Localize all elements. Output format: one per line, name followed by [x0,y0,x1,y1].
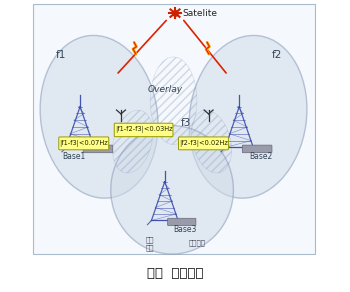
Text: |f1-f3|<0.07Hz: |f1-f3|<0.07Hz [60,140,108,147]
Ellipse shape [40,35,158,198]
Text: f3: f3 [181,118,191,128]
Text: Overlay: Overlay [147,85,182,94]
Text: 系统门户: 系统门户 [188,240,205,246]
Ellipse shape [111,126,233,254]
FancyBboxPatch shape [83,145,113,153]
FancyBboxPatch shape [168,218,196,225]
Text: Base2: Base2 [250,152,273,161]
FancyBboxPatch shape [242,145,272,153]
Text: f2: f2 [271,51,282,60]
FancyBboxPatch shape [33,4,315,254]
Text: Base1: Base1 [63,152,86,161]
Text: 派遣
中心: 派遣 中心 [146,237,154,251]
Text: f1: f1 [55,51,66,60]
Text: 图一  系统组成: 图一 系统组成 [147,267,203,279]
Text: |f2-f3|<0.02Hz: |f2-f3|<0.02Hz [179,140,228,147]
FancyBboxPatch shape [178,137,229,150]
Point [172,11,178,15]
FancyBboxPatch shape [114,123,173,137]
FancyBboxPatch shape [59,137,109,150]
Text: Base3: Base3 [174,225,197,234]
Ellipse shape [189,35,307,198]
Text: |f1-f2-f3|<0.03Hz: |f1-f2-f3|<0.03Hz [115,126,173,133]
Text: Satelite: Satelite [182,9,217,18]
